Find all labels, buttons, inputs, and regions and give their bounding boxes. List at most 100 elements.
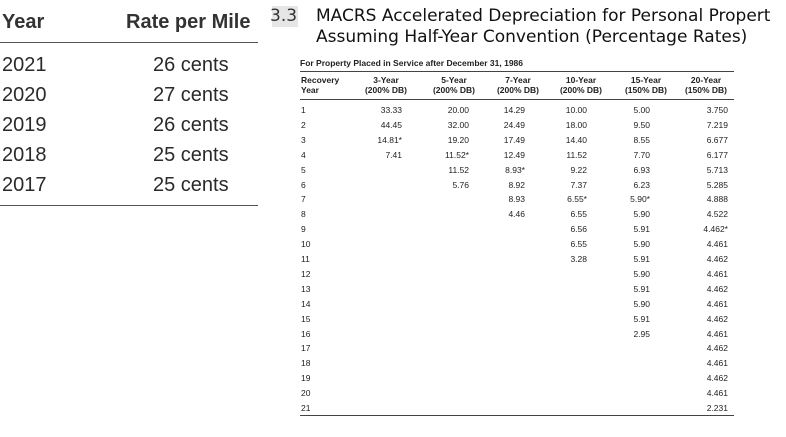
recovery-year-cell: 21: [301, 403, 311, 413]
column-header-15-year: 15-Year (150% DB): [616, 75, 676, 95]
rate-cell: 19.20: [447, 134, 469, 145]
table-number-badge: 3.3: [270, 6, 298, 27]
recovery-year-cell: 15: [301, 313, 311, 324]
rate-cell: 4.462: [706, 283, 728, 294]
rate-cell: 4.461: [706, 298, 728, 309]
table-row: 2 44.45 32.00 24.49 18.00 9.50 7.219: [300, 120, 734, 135]
header-line: 10-Year: [565, 75, 597, 85]
rate-cell: 14.29: [503, 105, 525, 115]
rate-cell: 7.70: [633, 149, 650, 160]
title-line-1: MACRS Accelerated Depreciation for Perso…: [316, 6, 771, 26]
table-row: 2019 26 cents: [0, 114, 258, 144]
column-header-recovery-year: Recovery Year: [301, 75, 353, 95]
rate-cell: 10.00: [565, 105, 587, 115]
table-row: 2018 25 cents: [0, 144, 258, 174]
rate-cell: 4.461: [706, 268, 728, 279]
rate-cell: 5.91: [633, 224, 650, 235]
recovery-year-cell: 6: [301, 179, 306, 190]
header-line: 3-Year: [373, 75, 399, 85]
rate-cell: 7.41: [385, 149, 402, 160]
rate-cell: 5.713: [706, 164, 728, 175]
rate-cell: 8.93: [508, 194, 525, 205]
column-header-7-year: 7-Year (200% DB): [488, 75, 548, 95]
table-row: 3 14.81* 19.20 17.49 14.40 8.55 6.677: [300, 135, 734, 150]
rate-cell: 3.28: [570, 254, 587, 264]
recovery-year-cell: 11: [301, 254, 310, 264]
rate-cell: 12.49: [503, 149, 525, 160]
year-cell: 2019: [2, 114, 47, 136]
title-line-2: Assuming Half-Year Convention (Percentag…: [316, 27, 748, 47]
rate-cell: 4.46: [508, 209, 525, 220]
column-header-10-year: 10-Year (200% DB): [550, 75, 612, 95]
table-row: 19 4.462: [300, 373, 734, 388]
rate-cell: 26 cents: [153, 114, 229, 136]
header-line: 15-Year: [630, 75, 662, 85]
table-row: 11 3.28 5.91 4.462: [300, 254, 734, 269]
rate-cell: 5.90*: [630, 194, 650, 205]
header-line: Recovery: [301, 75, 340, 85]
rate-cell: 18.00: [565, 119, 587, 130]
rate-cell: 14.40: [565, 134, 587, 145]
header-line: (200% DB): [432, 85, 476, 95]
rate-cell: 6.55: [570, 209, 587, 220]
table-row: 16 2.95 4.461: [300, 329, 734, 344]
rate-cell: 5.91: [633, 254, 650, 264]
header-line: (150% DB): [684, 85, 728, 95]
table-row: 5 11.52 8.93* 9.22 6.93 5.713: [300, 165, 734, 180]
rate-cell: 4.462: [706, 343, 728, 354]
table-row: 2021 26 cents: [0, 54, 258, 84]
rate-cell: 5.00: [633, 105, 650, 115]
table-bottom-rule: [0, 205, 258, 206]
column-header-20-year: 20-Year (150% DB): [676, 75, 736, 95]
rate-cell: 3.750: [706, 105, 728, 115]
rate-cell: 25 cents: [153, 144, 229, 166]
rate-cell: 5.285: [706, 179, 728, 190]
year-cell: 2017: [2, 174, 47, 196]
column-header-rate: Rate per Mile: [126, 11, 251, 33]
header-divider: [0, 42, 258, 43]
table-row: 7 8.93 6.55* 5.90* 4.888: [300, 194, 734, 209]
table-row: 2020 27 cents: [0, 84, 258, 114]
column-header-year: Year: [2, 11, 45, 33]
year-cell: 2021: [2, 54, 47, 76]
table-row: 8 4.46 6.55 5.90 4.522: [300, 209, 734, 224]
table-row: 1 33.33 20.00 14.29 10.00 5.00 3.750: [300, 105, 734, 120]
rate-cell: 14.81*: [377, 134, 402, 145]
rate-cell: 6.177: [706, 149, 728, 160]
caption-rule: [300, 71, 734, 72]
rate-cell: 6.677: [706, 134, 728, 145]
rate-cell: 5.76: [452, 179, 469, 190]
rate-cell: 6.55*: [567, 194, 587, 205]
recovery-year-cell: 18: [301, 358, 311, 369]
rate-cell: 5.91: [633, 313, 650, 324]
rate-cell: 5.91: [633, 283, 650, 294]
year-cell: 2020: [2, 84, 47, 106]
rate-cell: 4.888: [706, 194, 728, 205]
rate-cell: 6.55: [570, 239, 587, 250]
table-row: 18 4.461: [300, 358, 734, 373]
recovery-year-cell: 3: [301, 134, 306, 145]
rate-cell: 5.90: [633, 239, 650, 250]
rate-cell: 26 cents: [153, 54, 229, 76]
table-row: 2017 25 cents: [0, 174, 258, 204]
table-row: 17 4.462: [300, 343, 734, 358]
recovery-year-cell: 12: [301, 268, 311, 279]
header-line: (150% DB): [624, 85, 668, 95]
header-line: Year: [301, 85, 319, 95]
rate-cell: 4.462*: [703, 224, 728, 235]
header-rule: [300, 99, 734, 100]
column-header-3-year: 3-Year (200% DB): [356, 75, 416, 95]
rate-cell: 27 cents: [153, 84, 229, 106]
rate-cell: 2.231: [706, 403, 728, 413]
recovery-year-cell: 14: [301, 298, 311, 309]
rate-cell: 5.90: [633, 298, 650, 309]
rate-cell: 2.95: [633, 328, 650, 339]
rate-cell: 4.461: [706, 358, 728, 369]
table-row: 6 5.76 8.92 7.37 6.23 5.285: [300, 180, 734, 195]
recovery-year-cell: 2: [301, 119, 306, 130]
recovery-year-cell: 4: [301, 149, 306, 160]
rate-cell: 8.93*: [505, 164, 525, 175]
table-caption: For Property Placed in Service after Dec…: [300, 58, 524, 68]
table-header: Year Rate per Mile: [0, 0, 258, 38]
rate-cell: 4.461: [706, 328, 728, 339]
